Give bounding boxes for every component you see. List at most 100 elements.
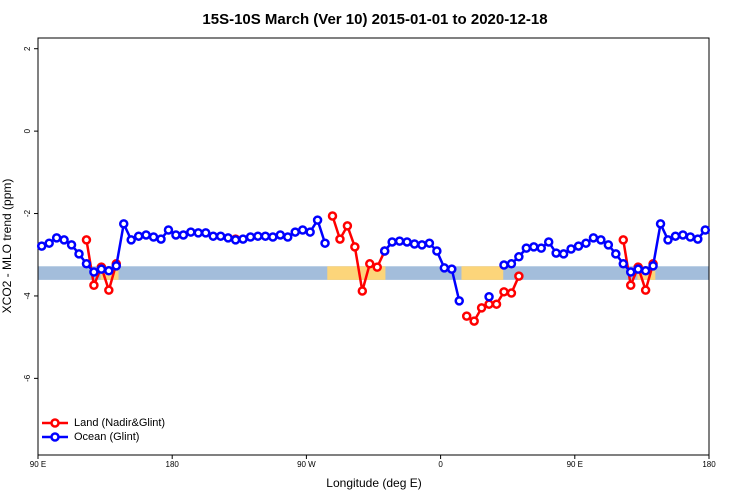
legend-label: Ocean (Glint) xyxy=(74,431,139,443)
point xyxy=(186,227,196,237)
x-tick-label: 90 E xyxy=(30,460,46,469)
point xyxy=(81,259,92,269)
point xyxy=(148,232,159,242)
point xyxy=(618,235,629,245)
point xyxy=(417,240,427,250)
legend-marker xyxy=(50,432,60,442)
point xyxy=(588,233,599,243)
x-tick-label: 0 xyxy=(438,460,443,469)
point xyxy=(432,246,442,256)
point xyxy=(424,238,435,248)
surface-strip xyxy=(461,266,504,280)
point xyxy=(543,237,554,247)
y-tick-label: -4 xyxy=(23,292,32,300)
point xyxy=(439,263,450,273)
point xyxy=(111,261,122,271)
x-tick-label: 180 xyxy=(702,460,716,469)
point xyxy=(514,271,524,281)
legend-marker xyxy=(50,418,60,428)
point xyxy=(678,230,688,240)
point xyxy=(469,316,479,326)
point xyxy=(670,231,681,241)
point xyxy=(700,225,711,235)
point xyxy=(215,231,226,241)
point xyxy=(44,238,54,248)
point xyxy=(342,221,353,231)
surface-strip xyxy=(327,266,386,280)
point xyxy=(529,242,539,252)
y-tick-label: 2 xyxy=(23,46,32,51)
point xyxy=(171,230,181,240)
point xyxy=(506,288,517,298)
point xyxy=(663,235,673,245)
point xyxy=(625,280,636,290)
point xyxy=(268,232,278,242)
point xyxy=(566,244,576,254)
point xyxy=(201,228,211,238)
point xyxy=(514,252,524,262)
point xyxy=(633,264,643,274)
y-tick-label: 0 xyxy=(23,128,32,133)
point xyxy=(133,231,144,241)
point xyxy=(603,240,614,250)
point xyxy=(499,287,509,297)
point xyxy=(454,296,464,306)
point xyxy=(126,235,136,245)
point xyxy=(327,211,338,221)
point xyxy=(625,267,636,277)
point xyxy=(461,311,472,321)
point xyxy=(640,285,651,295)
point xyxy=(655,219,666,229)
point xyxy=(357,286,368,296)
point xyxy=(260,231,271,241)
point xyxy=(640,266,651,276)
point xyxy=(402,237,412,247)
point xyxy=(89,280,99,290)
x-tick-label: 90 W xyxy=(297,460,316,469)
point xyxy=(499,260,509,270)
point xyxy=(104,285,114,295)
point xyxy=(81,235,92,245)
point xyxy=(253,231,263,241)
point xyxy=(551,248,561,258)
point xyxy=(96,264,107,274)
point xyxy=(118,219,129,229)
point xyxy=(193,228,204,238)
point xyxy=(618,259,629,269)
point xyxy=(536,243,546,253)
y-tick-label: -2 xyxy=(23,209,32,217)
point xyxy=(156,234,166,244)
point xyxy=(372,262,382,272)
point xyxy=(387,237,397,247)
point xyxy=(581,238,591,248)
point xyxy=(447,264,457,274)
point xyxy=(51,233,62,243)
x-axis-label: Longitude (deg E) xyxy=(326,476,421,490)
point xyxy=(245,232,256,242)
point xyxy=(74,249,84,259)
y-axis-label: XCO2 - MLO trend (ppm) xyxy=(0,179,14,314)
x-tick-label: 90 E xyxy=(567,460,583,469)
point xyxy=(611,249,621,259)
point xyxy=(596,235,606,245)
point xyxy=(558,249,569,259)
point xyxy=(573,241,584,251)
point xyxy=(104,266,114,276)
point xyxy=(350,242,360,252)
legend-label: Land (Nadir&Glint) xyxy=(74,417,165,429)
point xyxy=(335,234,345,244)
point xyxy=(238,234,248,244)
point xyxy=(491,299,502,309)
point xyxy=(297,225,308,235)
point xyxy=(693,234,703,244)
point xyxy=(476,303,487,313)
point xyxy=(59,235,69,245)
point xyxy=(484,292,494,302)
point xyxy=(141,230,151,240)
y-tick-label: -6 xyxy=(23,374,32,382)
point xyxy=(365,259,375,269)
point xyxy=(685,232,696,242)
point xyxy=(230,235,241,245)
point xyxy=(290,227,300,237)
